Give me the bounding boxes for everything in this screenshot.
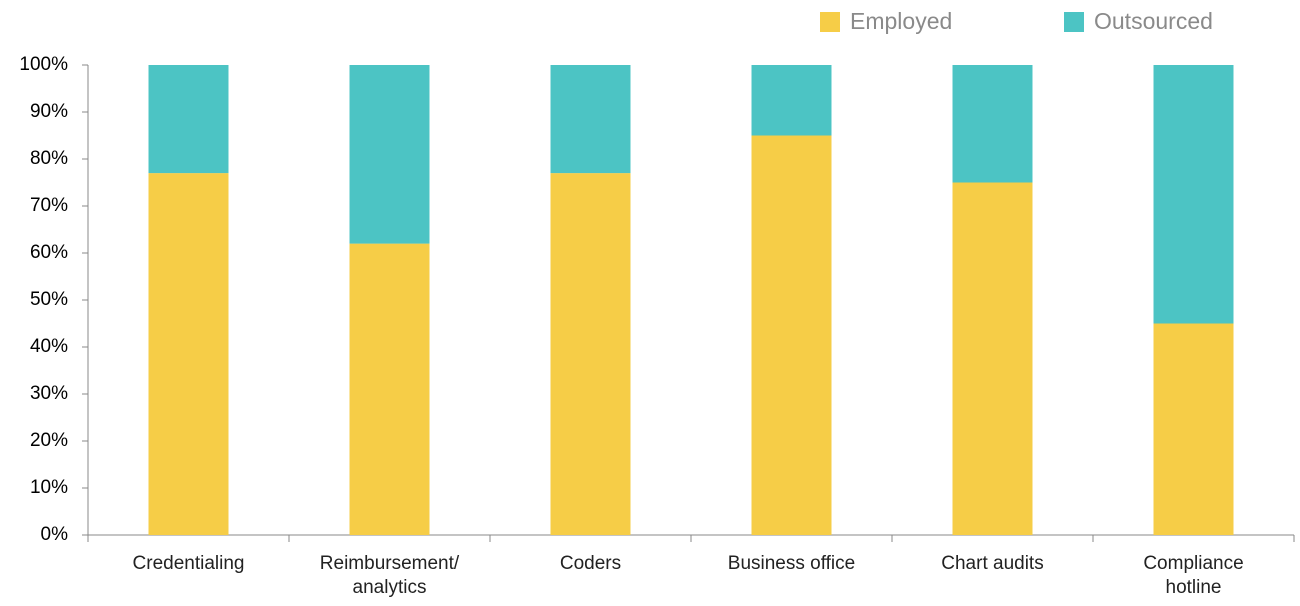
bar-segment <box>148 65 229 174</box>
legend-swatch <box>1064 12 1084 32</box>
y-tick-label: 60% <box>30 242 68 263</box>
bar-segment <box>952 65 1033 183</box>
y-tick-label: 100% <box>19 54 68 75</box>
y-tick-label: 40% <box>30 336 68 357</box>
y-tick-label: 20% <box>30 430 68 451</box>
bar-segment <box>751 65 832 136</box>
x-tick-label: Reimbursement/ analytics <box>319 553 460 598</box>
bar-segment <box>148 173 229 535</box>
y-tick-label: 70% <box>30 195 68 216</box>
bar-segment <box>349 65 430 244</box>
x-tick-label: Chart audits <box>941 553 1044 574</box>
legend-label: Employed <box>850 8 952 34</box>
y-tick-label: 10% <box>30 477 68 498</box>
y-tick-label: 30% <box>30 383 68 404</box>
y-tick-label: 0% <box>41 524 69 545</box>
legend-swatch <box>820 12 840 32</box>
y-tick-label: 90% <box>30 101 68 122</box>
bar-segment <box>1153 323 1234 535</box>
bar-segment <box>550 65 631 174</box>
bar-segment <box>550 173 631 535</box>
y-tick-label: 50% <box>30 289 68 310</box>
bar-segment <box>1153 65 1234 324</box>
x-tick-label: Coders <box>559 553 622 574</box>
y-tick-label: 80% <box>30 148 68 169</box>
bar-segment <box>349 243 430 535</box>
bar-segment <box>952 182 1033 535</box>
x-tick-label: Credentialing <box>132 553 245 574</box>
x-tick-label: Compliance hotline <box>1143 553 1244 598</box>
x-tick-label: Business office <box>727 553 856 574</box>
bar-segment <box>751 135 832 535</box>
legend-label: Outsourced <box>1094 8 1213 34</box>
